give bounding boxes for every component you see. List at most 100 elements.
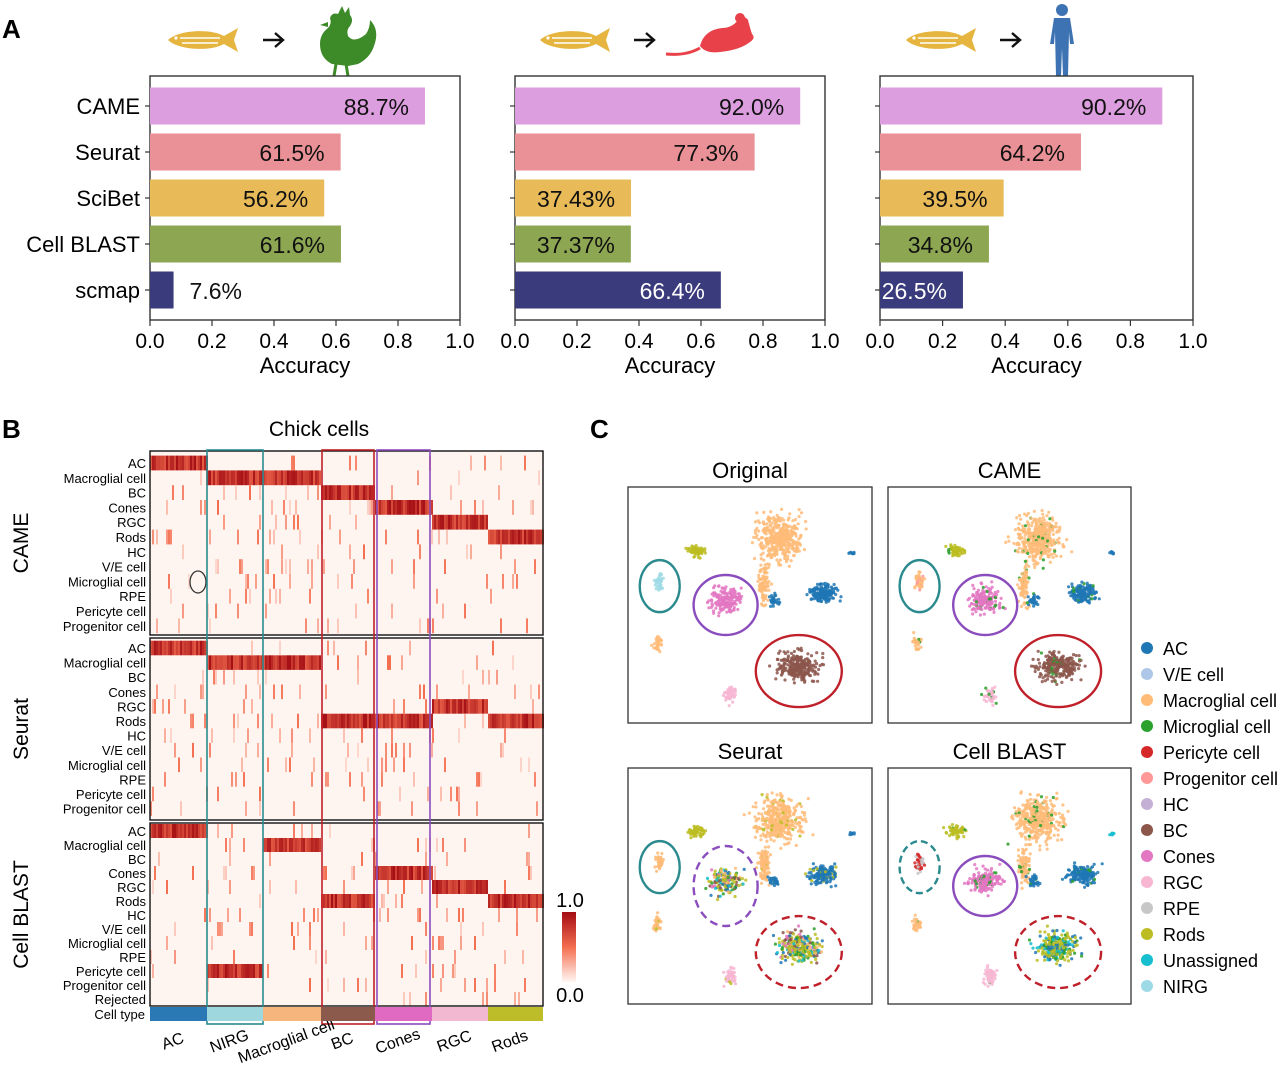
heat-cell bbox=[259, 485, 261, 500]
heat-cell bbox=[182, 603, 184, 619]
umap-point bbox=[790, 527, 794, 531]
heat-cell bbox=[299, 529, 301, 545]
umap-point bbox=[728, 884, 732, 888]
umap-point bbox=[1052, 552, 1056, 556]
heat-cell bbox=[494, 894, 496, 908]
umap-point bbox=[710, 603, 715, 608]
heat-cell bbox=[178, 618, 180, 634]
heat-cell bbox=[301, 824, 303, 838]
umap-point bbox=[767, 565, 771, 570]
heat-cell bbox=[470, 699, 472, 714]
umap-point bbox=[776, 538, 780, 542]
umap-point bbox=[1059, 554, 1063, 559]
umap-point bbox=[792, 681, 797, 685]
umap-point bbox=[1032, 509, 1036, 513]
heat-cell bbox=[494, 978, 496, 992]
heat-cell bbox=[194, 640, 196, 656]
heat-cell bbox=[363, 713, 365, 729]
umap-point bbox=[714, 601, 718, 606]
heat-cell bbox=[413, 500, 415, 515]
heat-cell bbox=[405, 500, 407, 515]
heat-cell bbox=[454, 964, 456, 978]
data-label: 64.2% bbox=[1000, 140, 1065, 166]
heat-cell bbox=[229, 880, 231, 894]
heat-cell bbox=[387, 655, 389, 670]
umap-point bbox=[797, 816, 802, 820]
umap-point bbox=[823, 866, 827, 870]
heat-cell bbox=[462, 514, 464, 530]
heat-cell bbox=[504, 713, 506, 729]
heat-cell bbox=[357, 978, 359, 992]
heat-cell bbox=[425, 852, 427, 866]
heat-cell bbox=[425, 866, 427, 880]
umap-point bbox=[804, 527, 808, 531]
heat-cell bbox=[500, 713, 502, 729]
heatmap-title: Chick cells bbox=[269, 418, 369, 441]
heat-cell bbox=[530, 500, 532, 515]
umap-point bbox=[783, 820, 787, 824]
umap-point bbox=[732, 608, 736, 612]
umap-point bbox=[795, 673, 799, 677]
umap-point bbox=[797, 924, 801, 928]
umap-point bbox=[1072, 586, 1076, 591]
umap-point bbox=[1046, 658, 1050, 662]
umap-point bbox=[921, 574, 925, 579]
x-axis-label: Accuracy bbox=[991, 353, 1081, 378]
heat-cell bbox=[263, 838, 265, 852]
heat-cell bbox=[198, 824, 200, 838]
cell-type-swatch bbox=[375, 1007, 432, 1021]
umap-point bbox=[769, 878, 773, 883]
heat-cell bbox=[152, 529, 154, 545]
cell-type-swatch bbox=[150, 1007, 207, 1021]
umap-point bbox=[1051, 532, 1055, 537]
umap-point bbox=[1055, 682, 1059, 687]
umap-point bbox=[718, 894, 722, 898]
heat-cell bbox=[448, 699, 450, 714]
heat-cell bbox=[440, 699, 442, 714]
umap-point bbox=[761, 832, 765, 836]
umap-point bbox=[809, 654, 814, 658]
umap-point bbox=[807, 667, 811, 671]
umap-point bbox=[733, 687, 737, 691]
umap-point bbox=[1027, 544, 1031, 548]
heat-cell bbox=[520, 713, 522, 729]
heat-cell bbox=[166, 500, 168, 515]
colorbar-segment bbox=[562, 956, 576, 959]
heat-cell bbox=[245, 742, 247, 758]
umap-point bbox=[778, 831, 782, 836]
umap-point bbox=[1040, 541, 1044, 546]
heat-cell bbox=[369, 485, 371, 500]
heat-cell bbox=[211, 655, 213, 670]
heat-cell bbox=[211, 936, 213, 950]
heat-cell bbox=[333, 894, 335, 908]
umap-point bbox=[656, 911, 660, 915]
umap-point bbox=[1077, 600, 1081, 604]
umap-point bbox=[1040, 680, 1044, 684]
umap-point bbox=[800, 958, 805, 962]
umap-point bbox=[918, 570, 922, 574]
heat-cell bbox=[247, 574, 249, 589]
heat-cell bbox=[217, 655, 219, 670]
umap-point bbox=[1062, 545, 1066, 549]
umap-point bbox=[1024, 606, 1028, 610]
heat-cell bbox=[454, 880, 456, 894]
heat-cell bbox=[301, 655, 303, 670]
heat-cell bbox=[355, 894, 357, 908]
heat-cell bbox=[514, 559, 516, 574]
umap-point bbox=[789, 941, 794, 945]
heat-cell bbox=[237, 655, 239, 670]
umap-point bbox=[1004, 540, 1008, 545]
umap-point bbox=[720, 597, 724, 601]
heat-cell bbox=[209, 964, 211, 978]
umap-point bbox=[815, 582, 820, 586]
colorbar-segment bbox=[562, 916, 576, 919]
heat-cell bbox=[450, 880, 452, 894]
umap-point bbox=[1093, 596, 1097, 600]
umap-point bbox=[1041, 558, 1045, 562]
heat-cell bbox=[425, 699, 427, 714]
heat-cell bbox=[311, 655, 313, 670]
heat-cell bbox=[219, 964, 221, 978]
umap-point bbox=[699, 550, 704, 554]
heat-cell bbox=[229, 655, 231, 670]
heat-cell bbox=[516, 529, 518, 545]
